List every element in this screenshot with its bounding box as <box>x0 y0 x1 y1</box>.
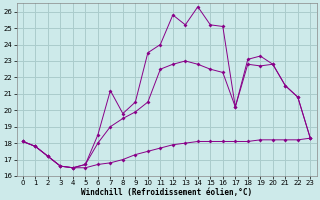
X-axis label: Windchill (Refroidissement éolien,°C): Windchill (Refroidissement éolien,°C) <box>81 188 252 197</box>
